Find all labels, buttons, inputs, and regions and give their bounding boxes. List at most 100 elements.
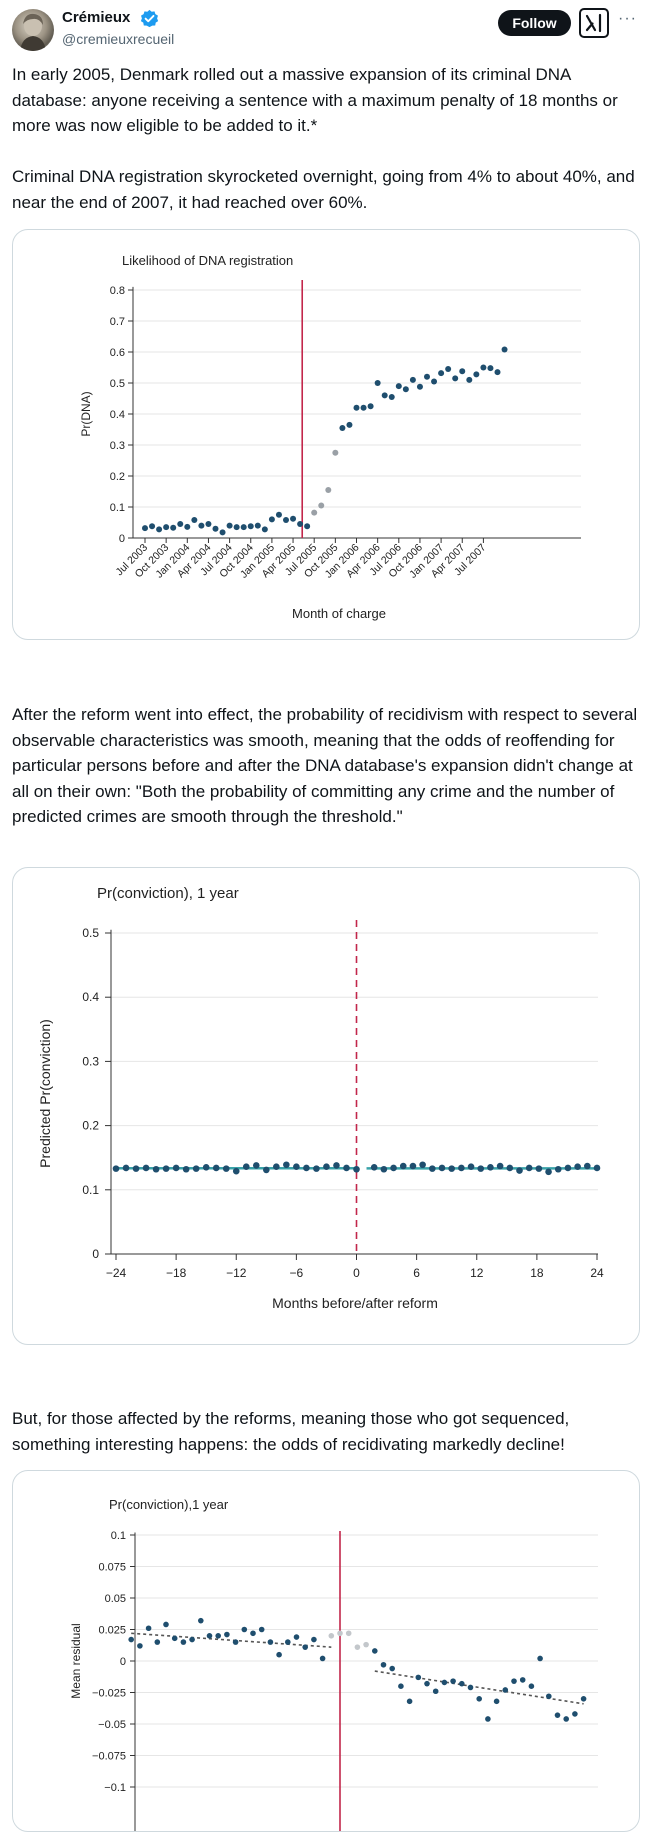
grok-icon <box>585 13 602 33</box>
data-point <box>467 1163 475 1170</box>
y-tick-label: 0.5 <box>110 378 125 390</box>
data-point <box>398 1683 404 1689</box>
dna-registration-chart: Likelihood of DNA registration 0 0.1 0.2 0.3… <box>79 253 581 621</box>
data-point <box>448 1165 455 1172</box>
x-tick-label: 12 <box>470 1266 484 1280</box>
data-point <box>258 1626 265 1633</box>
data-point <box>343 1164 350 1172</box>
data-point <box>367 403 374 410</box>
data-point <box>372 1648 378 1654</box>
data-point <box>438 1164 446 1172</box>
y-tick-label: 0.3 <box>82 1054 99 1068</box>
author-name[interactable]: Crémieux <box>62 9 131 26</box>
data-point <box>370 1164 378 1171</box>
data-point <box>318 502 325 509</box>
grok-button[interactable] <box>579 8 609 38</box>
data-point <box>467 1684 474 1691</box>
data-point <box>493 1698 500 1705</box>
y-tick-label: 0 <box>119 533 125 545</box>
data-point <box>323 1163 330 1170</box>
data-point <box>325 486 332 493</box>
data-point <box>438 370 445 377</box>
data-point <box>156 526 163 533</box>
data-point <box>171 1635 178 1642</box>
data-point <box>154 1639 161 1645</box>
data-point <box>163 1621 169 1628</box>
more-options-icon[interactable]: ··· <box>618 10 637 27</box>
data-point <box>275 511 282 518</box>
data-point <box>226 522 233 529</box>
data-point <box>268 516 275 523</box>
data-point <box>215 1633 221 1639</box>
data-point <box>319 1655 326 1662</box>
data-point <box>311 509 318 516</box>
data-point <box>263 1166 270 1174</box>
y-tick-label: 0.4 <box>110 409 125 421</box>
data-point <box>537 1655 543 1662</box>
y-tick-label: 0 <box>120 1656 126 1668</box>
data-point <box>525 1164 533 1172</box>
chart-title: Pr(conviction),1 year <box>109 1497 229 1512</box>
y-tick-label: 0.1 <box>110 502 125 514</box>
chart-card-mean-residual[interactable]: Pr(conviction),1 year 0.1 0.075 0.05 0.025 0 −… <box>12 1470 640 1832</box>
x-axis-label: Months before/after reform <box>272 1295 438 1311</box>
data-point <box>399 1162 407 1170</box>
data-point <box>212 525 219 532</box>
tweet-text-paragraph: After the reform went into effect, the p… <box>12 705 642 826</box>
data-point <box>519 1677 526 1683</box>
data-point <box>380 1165 388 1173</box>
data-point <box>389 1665 396 1672</box>
author-handle[interactable]: @cremieuxrecueil <box>62 31 175 47</box>
predicted-conviction-chart: Pr(conviction), 1 year 0 0.1 0.2 0.3 0.4 0.5 Pr… <box>37 885 604 1311</box>
y-tick-label: 0.1 <box>111 1530 126 1542</box>
data-point <box>132 1165 140 1172</box>
data-point <box>546 1693 552 1700</box>
data-point <box>202 1164 210 1171</box>
data-point <box>476 1696 483 1702</box>
data-point <box>297 521 304 528</box>
data-point <box>172 1164 180 1172</box>
data-point <box>574 1163 581 1170</box>
data-point <box>192 1165 200 1172</box>
data-point <box>163 524 170 531</box>
data-point <box>142 525 148 532</box>
data-point <box>528 1683 535 1689</box>
y-tick-label: 0.075 <box>98 1562 126 1574</box>
data-point <box>267 1639 274 1645</box>
data-point <box>205 521 212 528</box>
data-point <box>162 1165 170 1172</box>
chart-title: Likelihood of DNA registration <box>122 253 293 268</box>
data-point <box>584 1162 591 1170</box>
data-point <box>554 1712 561 1718</box>
data-point <box>485 1716 491 1722</box>
chart-card-predicted-conviction[interactable]: Pr(conviction), 1 year 0 0.1 0.2 0.3 0.4 0.5 Pr… <box>12 867 640 1345</box>
data-point <box>180 1639 187 1645</box>
data-point <box>276 1651 282 1658</box>
avatar[interactable] <box>12 9 54 51</box>
y-tick-label: 0.2 <box>110 471 125 483</box>
data-point <box>395 383 402 390</box>
y-axis-label: Pr(DNA) <box>79 391 93 436</box>
follow-button[interactable]: Follow <box>498 10 571 36</box>
data-point <box>311 1636 317 1643</box>
data-point <box>198 1617 204 1624</box>
y-tick-label: 0 <box>92 1247 99 1261</box>
data-point <box>339 424 346 431</box>
data-point <box>564 1164 572 1172</box>
data-point <box>431 378 438 385</box>
data-point <box>290 515 297 522</box>
chart-card-dna-registration[interactable]: Likelihood of DNA registration 0 0.1 0.2 0.3… <box>12 229 640 640</box>
y-axis-label: Predicted Pr(conviction) <box>37 1019 53 1168</box>
data-point <box>182 1165 190 1173</box>
tweet-text-paragraph: But, for those affected by the reforms, … <box>12 1409 574 1454</box>
data-point <box>304 523 311 530</box>
data-point <box>432 1688 439 1695</box>
y-tick-label: −0.05 <box>98 1719 126 1731</box>
data-point <box>198 522 205 529</box>
data-point <box>293 1634 300 1640</box>
data-point <box>480 364 487 371</box>
data-point <box>563 1716 569 1722</box>
data-point <box>254 522 261 529</box>
data-point <box>189 1636 195 1643</box>
verified-badge-icon <box>140 9 159 28</box>
